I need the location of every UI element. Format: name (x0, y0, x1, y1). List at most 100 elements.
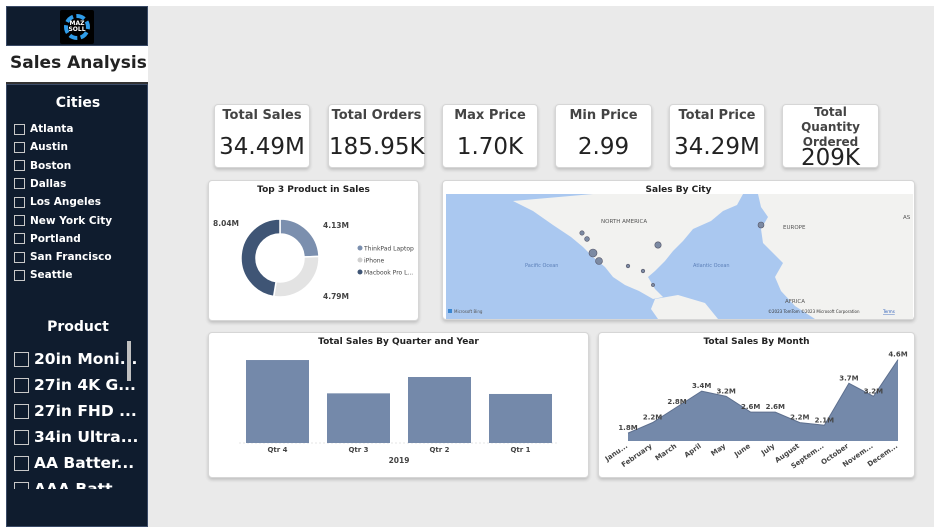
map-label-pacific: Pacific Ocean (525, 263, 558, 269)
city-option[interactable]: Dallas (14, 176, 66, 192)
city-option[interactable]: Los Angeles (14, 194, 101, 210)
product-slicer-title: Product (47, 319, 109, 335)
month-data-label: 2.6M (741, 403, 760, 411)
city-label: Boston (30, 159, 72, 172)
month-data-label: 2.8M (667, 398, 686, 406)
legend-dot-icon (357, 257, 363, 263)
map-bubble-dallas[interactable] (625, 263, 631, 269)
city-option[interactable]: Portland (14, 231, 81, 247)
map-bubble-los-angeles[interactable] (595, 257, 603, 265)
kpi-label: Total Quantity Ordered (801, 105, 860, 149)
product-option[interactable]: 20in Moni... (14, 347, 137, 371)
checkbox-icon[interactable] (14, 160, 25, 172)
city-option[interactable]: Austin (14, 139, 68, 155)
map-bubble-boston[interactable] (757, 221, 765, 229)
quarter-bar[interactable] (408, 377, 471, 443)
company-logo: MAZ SOLL (60, 10, 94, 44)
kpi-label: Max Price (454, 108, 526, 123)
city-label: Portland (30, 232, 81, 245)
checkbox-icon[interactable] (14, 178, 25, 190)
legend-entry[interactable]: Macbook Pro L... (364, 270, 413, 277)
map-bubble-new-york-city[interactable] (654, 241, 662, 249)
product-option[interactable]: 34in Ultra... (14, 425, 137, 449)
checkbox-icon[interactable] (14, 251, 25, 263)
city-option[interactable]: San Francisco (14, 249, 112, 265)
map-bubble-austin[interactable] (640, 268, 646, 274)
product-slicer: 20in Moni... 27in 4K G... 27in FHD ... 34in… (7, 343, 137, 489)
month-area-chart[interactable]: 1.8MJanu...2.2MFebruary2.8MMarch3.4MApri… (599, 333, 916, 479)
map-bubble-san-francisco[interactable] (588, 248, 598, 258)
city-map[interactable]: NORTH AMERICA EUROPE AFRICA Pacific Ocea… (443, 181, 916, 321)
product-option[interactable]: 27in FHD ... (14, 399, 137, 423)
city-option[interactable]: New York City (14, 213, 112, 229)
quarter-bar[interactable] (246, 360, 309, 443)
month-data-label: 3.4M (692, 382, 711, 390)
checkbox-icon[interactable] (14, 123, 25, 135)
kpi-label: Total Orders (331, 108, 422, 123)
quarter-bar[interactable] (327, 393, 390, 443)
product-label: AA Batter... (34, 454, 135, 472)
gear-icon (64, 14, 90, 40)
sales-by-quarter-title: Total Sales By Quarter and Year (318, 337, 479, 347)
donut-chart[interactable]: 4.13M ThinkPad Laptop 4.79M iPhone 8.04M Macb… (209, 181, 420, 322)
map-land-greenland (698, 194, 743, 211)
checkbox-icon[interactable] (14, 141, 25, 153)
sales-by-month-title: Total Sales By Month (703, 337, 810, 347)
product-option[interactable]: AAA Batt... (14, 477, 130, 489)
sales-by-quarter-panel: Total Sales By Quarter and Year Qtr 4 Qtr… (208, 332, 589, 478)
map-label-atlantic: Atlantic Ocean (693, 263, 730, 269)
map-bubble-seattle[interactable] (579, 230, 585, 236)
checkbox-icon[interactable] (14, 196, 25, 208)
x-tick-label: Qtr 3 (348, 446, 368, 454)
city-option[interactable]: Seattle (14, 267, 73, 283)
month-area[interactable] (628, 359, 898, 441)
kpi-value: 2.99 (577, 134, 630, 160)
quarter-bar-chart[interactable]: Qtr 4 Qtr 3 Qtr 2 Qtr 1 2019 (209, 333, 590, 479)
checkbox-icon[interactable] (14, 429, 29, 445)
month-data-label: 3.2M (864, 387, 883, 395)
x-tick-label: Qtr 4 (267, 446, 287, 454)
kpi-label: Total Sales (222, 108, 302, 123)
donut-data-label: 4.79M (323, 292, 349, 301)
product-option[interactable]: AA Batter... (14, 451, 134, 475)
checkbox-icon[interactable] (14, 351, 29, 367)
month-data-label: 2.6M (766, 403, 785, 411)
kpi-card: Min Price 2.99 (555, 104, 652, 168)
donut-slice[interactable] (279, 218, 320, 258)
month-data-label: 2.2M (643, 414, 662, 422)
map-terms-link[interactable]: Terms (882, 309, 895, 314)
checkbox-icon[interactable] (14, 215, 25, 226)
legend-entry[interactable]: iPhone (364, 258, 385, 265)
donut-data-label: 4.13M (323, 221, 349, 230)
city-label: New York City (30, 214, 113, 227)
city-option[interactable]: Boston (14, 158, 71, 174)
city-label: Los Angeles (30, 196, 102, 209)
filter-panel: Cities Atlanta Austin Boston Dallas Los Ange… (6, 84, 148, 527)
month-data-label: 2.2M (790, 414, 809, 422)
product-scrollbar[interactable] (127, 341, 131, 381)
checkbox-icon[interactable] (14, 377, 29, 393)
x-tick-label: July (759, 442, 777, 458)
map-bubble-atlanta[interactable] (651, 283, 655, 287)
kpi-value: 185.95K (329, 134, 425, 160)
city-option[interactable]: Atlanta (14, 121, 73, 137)
kpi-label: Total Price (678, 108, 756, 123)
map-label-africa: AFRICA (785, 299, 805, 305)
legend-dot-icon (357, 245, 363, 251)
checkbox-icon[interactable] (14, 233, 25, 245)
checkbox-icon[interactable] (14, 455, 29, 471)
checkbox-icon[interactable] (14, 481, 29, 489)
checkbox-icon[interactable] (14, 403, 29, 419)
quarter-bar[interactable] (489, 393, 552, 443)
donut-slice[interactable] (272, 255, 320, 298)
title-box: Sales Analysis (6, 46, 166, 84)
map-attribution: ©2023 TomTom ©2023 Microsoft Corporation (768, 309, 860, 314)
kpi-card: Max Price 1.70K (442, 104, 538, 168)
map-land-europe-africa (758, 194, 913, 319)
map-bubble-portland[interactable] (584, 236, 590, 242)
checkbox-icon[interactable] (14, 269, 25, 281)
legend-entry[interactable]: ThinkPad Laptop (363, 246, 414, 253)
product-option[interactable]: 27in 4K G... (14, 373, 136, 397)
donut-slice[interactable] (240, 218, 281, 298)
bing-logo-icon (448, 309, 452, 313)
